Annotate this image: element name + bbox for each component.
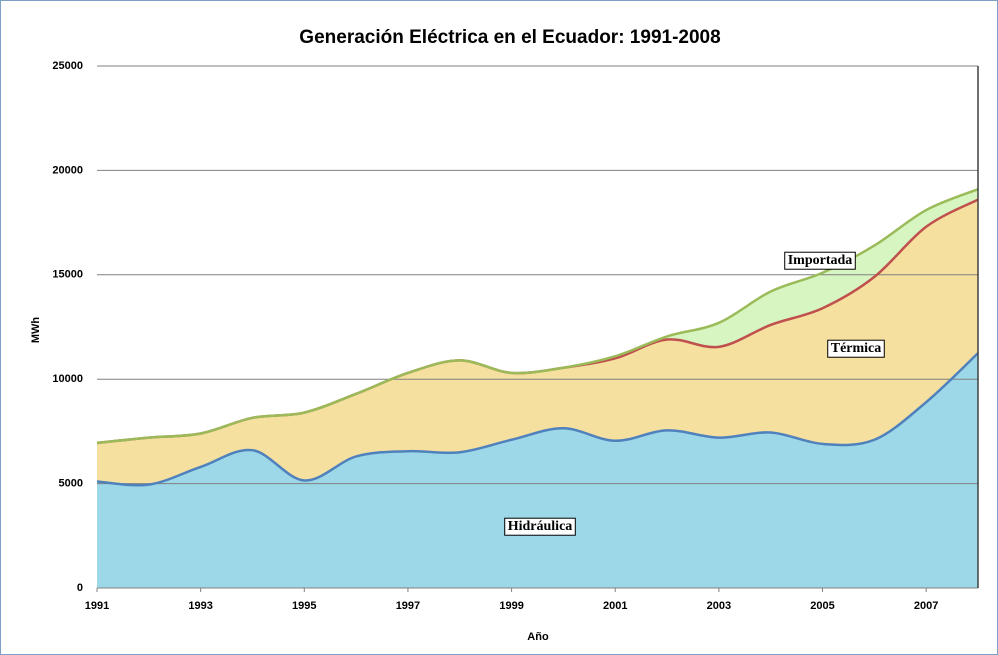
x-axis-label: Año (527, 631, 549, 643)
series-label-text: Térmica (831, 341, 882, 356)
x-tick-label: 2007 (914, 600, 938, 612)
x-tick-label: 1991 (85, 600, 109, 612)
series-label: Hidráulica (504, 517, 576, 536)
label-box (827, 339, 885, 358)
chart-title: Generación Eléctrica en el Ecuador: 1991… (299, 27, 720, 48)
y-tick-label: 0 (77, 582, 83, 594)
x-tick-label: 2003 (707, 600, 731, 612)
series-line (96, 352, 979, 487)
label-box (504, 517, 576, 536)
x-tick-label: 2005 (810, 600, 834, 612)
series-label-text: Hidráulica (508, 519, 573, 534)
y-tick-label: 25000 (52, 60, 83, 72)
y-tick-label: 10000 (52, 373, 83, 385)
series-line (96, 188, 979, 445)
x-tick-label: 1995 (292, 600, 316, 612)
area-fill (97, 353, 978, 588)
y-tick-label: 5000 (59, 478, 83, 490)
label-box (784, 251, 856, 270)
y-tick-label: 20000 (52, 164, 83, 176)
series-label: Térmica (827, 339, 885, 358)
x-tick-label: 1993 (188, 600, 212, 612)
x-tick-label: 2001 (603, 600, 627, 612)
series-label: Importada (784, 251, 856, 270)
x-tick-label: 1999 (499, 600, 523, 612)
x-tick-label: 1997 (396, 600, 420, 612)
y-tick-label: 15000 (52, 269, 83, 281)
area-fill (97, 199, 978, 486)
series-label-text: Importada (788, 253, 853, 268)
y-axis-label: MWh (30, 317, 42, 344)
